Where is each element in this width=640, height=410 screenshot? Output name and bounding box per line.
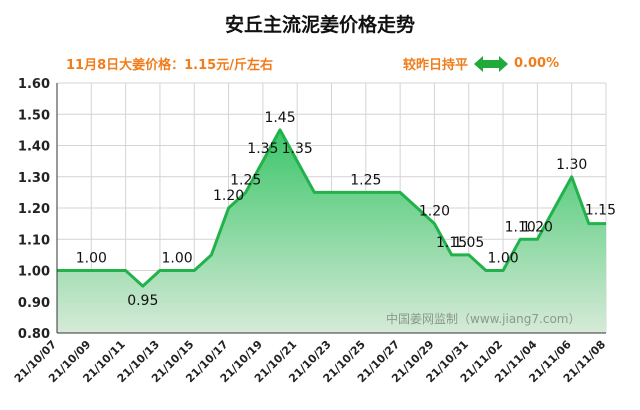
- change-label: 较昨日持平: [403, 58, 469, 73]
- data-label: 1.35: [282, 141, 313, 157]
- data-label: 1.30: [556, 157, 587, 173]
- axes: [56, 83, 606, 334]
- chart-title: 安丘主流泥姜价格走势: [224, 14, 415, 36]
- data-label: 1.10: [505, 219, 536, 235]
- price-line: [57, 128, 606, 288]
- y-tick-label: 0.90: [18, 296, 50, 311]
- y-tick-label: 1.00: [18, 265, 50, 280]
- data-labels: 1.000.951.001.201.251.351.451.351.251.20…: [76, 110, 616, 309]
- y-tick-label: 1.10: [18, 233, 50, 248]
- y-tick-label: 1.30: [18, 171, 50, 186]
- change-indicator: 较昨日持平 0.00%: [403, 54, 559, 73]
- y-tick-label: 1.60: [18, 77, 50, 92]
- price-area: [57, 129, 606, 333]
- data-label: 1.45: [264, 110, 295, 126]
- data-label: 1.25: [230, 172, 261, 188]
- x-axis-ticks: 21/10/0721/10/0921/10/1121/10/1321/10/15…: [12, 338, 608, 386]
- data-label: 1.20: [213, 188, 244, 204]
- area-layer: [57, 128, 606, 333]
- data-label: 0.95: [127, 293, 158, 309]
- y-tick-label: 1.40: [18, 140, 50, 155]
- data-label: 1.00: [76, 251, 107, 267]
- price-subtitle: 11月8日大姜价格：1.15元/斤左右: [66, 58, 273, 73]
- data-label: 1.20: [522, 219, 553, 235]
- double-arrow-icon: [474, 55, 509, 72]
- data-label: 1.15: [585, 203, 616, 219]
- data-label: 1.00: [162, 251, 193, 267]
- y-tick-label: 1.50: [18, 108, 50, 123]
- y-tick-label: 0.80: [18, 327, 50, 342]
- data-label: 1.05: [453, 235, 484, 251]
- data-label: 1.15: [436, 235, 467, 251]
- data-label: 1.25: [350, 172, 381, 188]
- data-label: 1.20: [419, 204, 450, 220]
- change-value: 0.00%: [514, 56, 560, 71]
- y-axis-ticks: 0.80 0.90 1.00 1.10 1.20 1.30 1.40 1.50 1.60: [18, 77, 50, 342]
- data-label: 1.35: [247, 141, 278, 157]
- watermark-text: 中国姜网监制（www.jiang7.com）: [386, 311, 580, 326]
- y-tick-label: 1.20: [18, 202, 50, 217]
- data-label: 1.00: [487, 251, 518, 267]
